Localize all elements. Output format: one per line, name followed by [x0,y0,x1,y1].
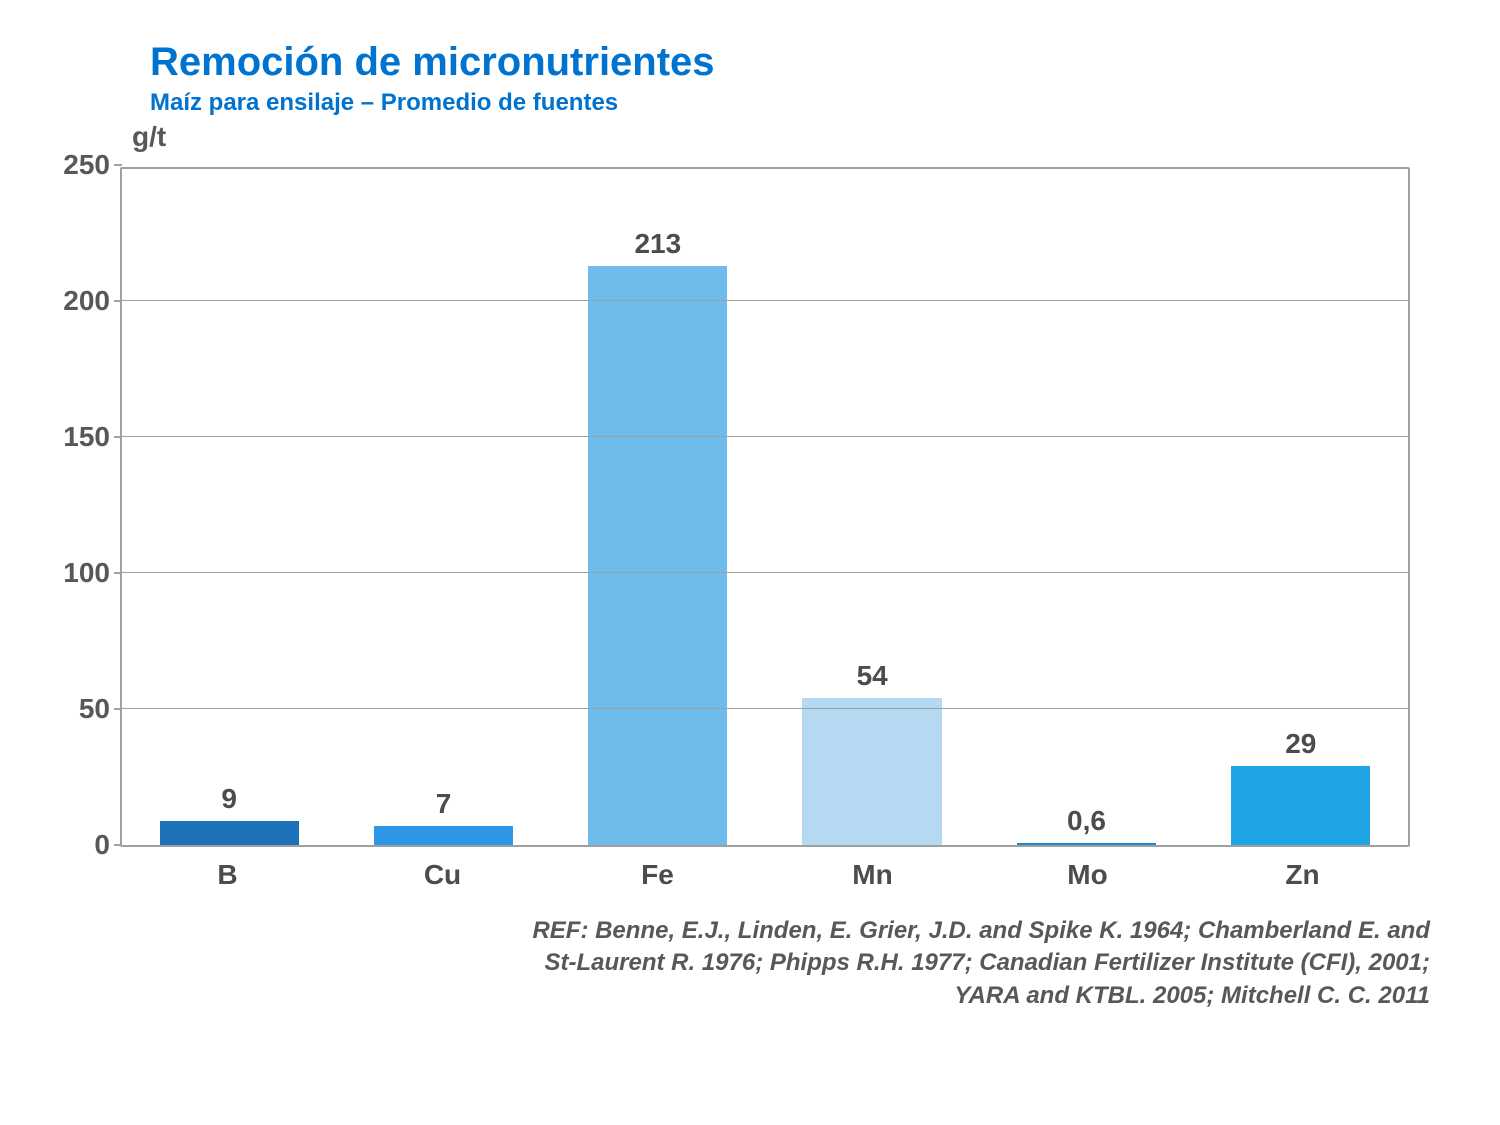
ytick-label: 100 [63,557,110,589]
chart-subtitle: Maíz para ensilaje – Promedio de fuentes [150,89,1430,117]
x-axis-label: Cu [335,859,550,891]
plot-area: 97213540,629 050100150200250 [120,167,1410,847]
x-axis-labels: BCuFeMnMoZn [120,859,1410,891]
bar-value-label: 0,6 [1067,805,1106,837]
x-axis-label: B [120,859,335,891]
chart-container: g/t 97213540,629 050100150200250 BCuFeMn… [120,167,1430,891]
ytick-mark [114,300,122,302]
bar [374,826,513,845]
gridline [122,436,1408,437]
ytick-label: 0 [94,829,110,861]
bar-value-label: 9 [221,783,237,815]
x-axis-label: Mn [765,859,980,891]
y-axis-unit-label: g/t [132,121,166,153]
ytick-label: 250 [63,149,110,181]
bar [802,698,941,845]
bar-slot: 9 [122,169,336,845]
ytick-mark [114,164,122,166]
x-axis-label: Zn [1195,859,1410,891]
gridline [122,300,1408,301]
ytick-mark [114,436,122,438]
reference-line: REF: Benne, E.J., Linden, E. Grier, J.D.… [180,915,1430,947]
bar [1231,766,1370,845]
bar-value-label: 54 [857,660,888,692]
x-axis-label: Fe [550,859,765,891]
reference-footnote: REF: Benne, E.J., Linden, E. Grier, J.D.… [180,915,1430,1012]
bar [588,266,727,845]
bar-slot: 29 [1194,169,1408,845]
bar-slot: 0,6 [979,169,1193,845]
ytick-label: 200 [63,285,110,317]
ytick-mark [114,572,122,574]
ytick-mark [114,844,122,846]
bar-group: 9 7 213 54 0,6 29 [122,169,1408,845]
bar-value-label: 7 [436,788,452,820]
reference-line: St-Laurent R. 1976; Phipps R.H. 1977; Ca… [180,947,1430,979]
gridline [122,572,1408,573]
gridline [122,708,1408,709]
bar-slot: 54 [765,169,979,845]
bar [160,821,299,845]
bar-slot: 213 [551,169,765,845]
reference-line: YARA and KTBL. 2005; Mitchell C. C. 2011 [180,980,1430,1012]
chart-title: Remoción de micronutrientes [150,40,1430,85]
bar-value-label: 29 [1285,728,1316,760]
ytick-label: 150 [63,421,110,453]
title-block: Remoción de micronutrientes Maíz para en… [150,40,1430,117]
x-axis-label: Mo [980,859,1195,891]
ytick-mark [114,708,122,710]
bar-slot: 7 [336,169,550,845]
ytick-label: 50 [79,693,110,725]
bar-value-label: 213 [634,228,681,260]
bar [1017,843,1156,845]
